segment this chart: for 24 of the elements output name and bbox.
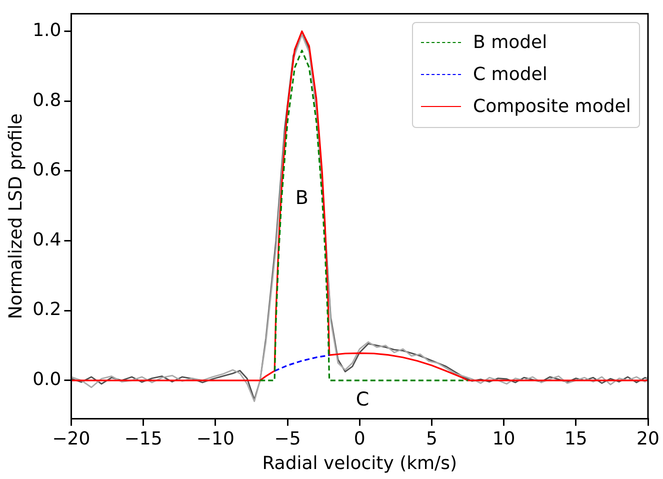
legend-label: Composite model [473,96,631,118]
y-axis-title: Normalized LSD profile [5,113,26,320]
legend-label: C model [473,64,548,86]
y-tick-label: 0.0 [32,369,62,390]
y-tick-label: 0.2 [32,299,62,320]
y-tick-label: 0.4 [32,229,62,250]
x-tick-label: 15 [564,428,588,450]
x-tick-label: −5 [274,428,301,450]
y-tick-label: 0.8 [32,90,62,111]
x-tick-label: 5 [426,428,438,450]
x-tick-label: 20 [636,428,660,450]
annotation: C [356,388,370,411]
x-tick-label: −10 [196,428,234,450]
line-series [274,354,330,372]
y-tick-label: 0.6 [32,160,62,181]
x-tick-label: 0 [354,428,366,450]
y-tick-label: 1.0 [32,20,62,41]
x-tick-label: −15 [124,428,162,450]
x-axis-title: Radial velocity (km/s) [262,452,458,474]
x-tick-label: −20 [52,428,90,450]
x-tick-label: 10 [492,428,516,450]
legend-label: B model [473,32,548,54]
annotation: B [295,187,308,210]
line-series [259,50,469,382]
